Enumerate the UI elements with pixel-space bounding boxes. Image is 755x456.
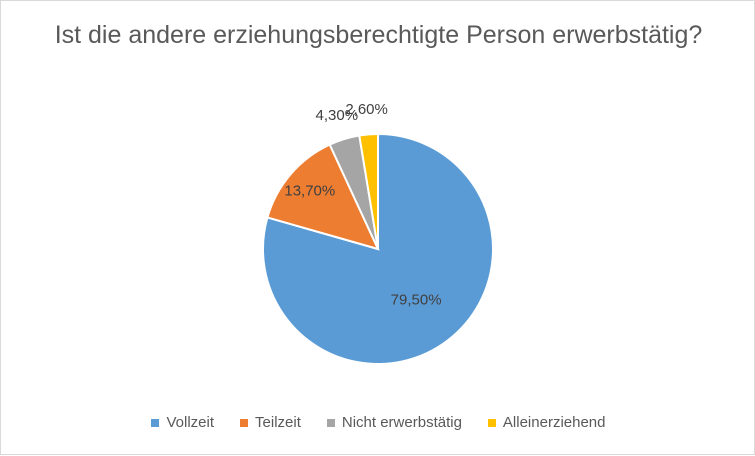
legend-item-alleinerziehend: Alleinerziehend: [487, 414, 606, 431]
pie-slice-teilzeit: [266, 143, 380, 251]
legend-label-nicht-erwerbst-tig: Nicht erwerbstätig: [341, 414, 462, 431]
data-label-alleinerziehend: 2,60%: [345, 101, 388, 118]
pie-slice-alleinerziehend: [358, 132, 379, 250]
legend-swatch-teilzeit: [240, 418, 249, 427]
legend-swatch-nicht-erwerbst-tig: [326, 418, 335, 427]
data-label-nicht-erwerbst-tig: 4,30%: [316, 107, 359, 124]
legend-label-alleinerziehend: Alleinerziehend: [502, 414, 606, 431]
legend-swatch-vollzeit: [151, 418, 160, 427]
legend-swatch-alleinerziehend: [487, 418, 496, 427]
legend-label-teilzeit: Teilzeit: [255, 414, 301, 431]
data-label-teilzeit: 13,70%: [284, 183, 335, 200]
data-label-vollzeit: 79,50%: [391, 292, 442, 309]
chart-legend: Vollzeit Teilzeit Nicht erwerbstätig Allein…: [1, 414, 755, 431]
legend-item-vollzeit: Vollzeit: [151, 414, 214, 431]
chart-title: Ist die andere erziehungsberechtigte Per…: [54, 21, 703, 49]
legend-item-teilzeit: Teilzeit: [240, 414, 301, 431]
legend-label-vollzeit: Vollzeit: [166, 414, 215, 431]
legend-item-nicht-erwerbst-tig: Nicht erwerbstätig: [326, 414, 462, 431]
